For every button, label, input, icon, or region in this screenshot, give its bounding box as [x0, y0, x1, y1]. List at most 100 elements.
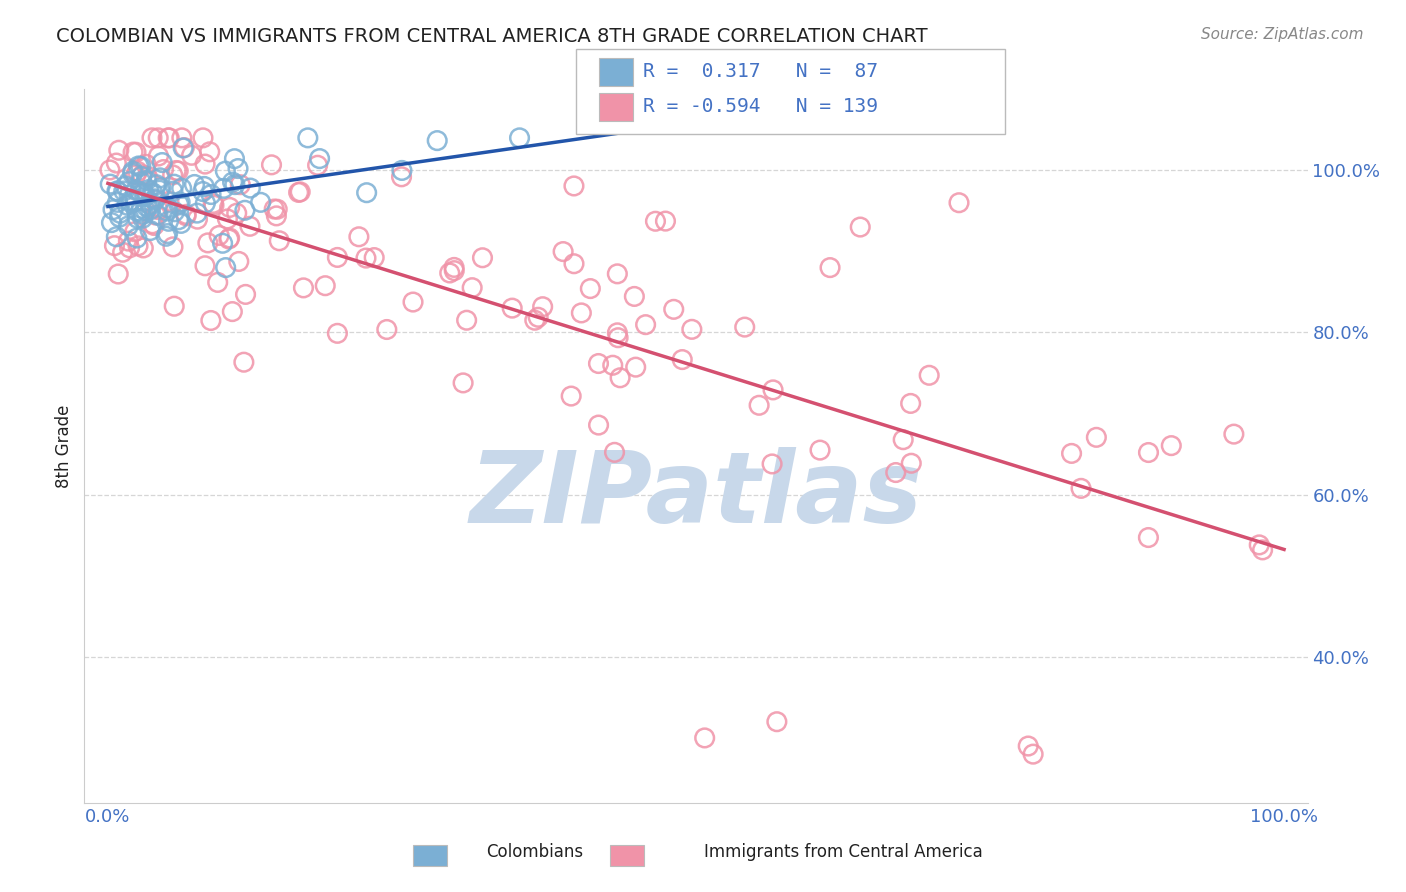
Point [208, 228, 231, 243]
Point [766, 714, 789, 729]
Point [523, 313, 546, 327]
Point [127, 211, 149, 226]
Point [900, 396, 922, 410]
Point [129, 205, 152, 219]
Point [131, 211, 153, 226]
Point [143, 193, 166, 207]
Point [127, 239, 149, 253]
Point [139, 223, 162, 237]
Point [734, 320, 756, 334]
Point [287, 186, 309, 200]
Point [748, 398, 770, 412]
Point [100, 216, 122, 230]
Point [761, 457, 783, 471]
Point [170, 131, 193, 145]
Point [167, 197, 190, 211]
Point [762, 383, 785, 397]
Point [149, 180, 172, 194]
Point [221, 304, 243, 318]
Point [194, 157, 217, 171]
Point [560, 389, 582, 403]
Point [249, 195, 271, 210]
Point [122, 145, 145, 160]
Point [375, 322, 398, 336]
Point [439, 266, 461, 280]
Point [169, 195, 191, 210]
Point [107, 267, 129, 281]
Point [121, 167, 143, 181]
Point [218, 231, 240, 245]
Point [136, 169, 159, 184]
Point [135, 157, 157, 171]
Point [603, 445, 626, 459]
Point [849, 220, 872, 235]
Point [122, 164, 145, 178]
Point [156, 201, 179, 215]
Point [120, 194, 142, 208]
Point [117, 234, 139, 248]
Point [217, 211, 239, 226]
Point [1017, 739, 1039, 753]
Point [456, 313, 478, 327]
Point [891, 433, 914, 447]
Point [139, 197, 162, 211]
Point [221, 175, 243, 189]
Point [129, 159, 152, 173]
Point [202, 196, 225, 211]
Point [155, 229, 177, 244]
Point [173, 140, 195, 154]
Point [461, 281, 484, 295]
Point [224, 152, 246, 166]
Point [326, 326, 349, 341]
Point [162, 240, 184, 254]
Point [167, 212, 190, 227]
Point [1137, 531, 1160, 545]
Text: R =  0.317   N =  87: R = 0.317 N = 87 [643, 62, 877, 81]
Point [634, 318, 657, 332]
Text: Immigrants from Central America: Immigrants from Central America [704, 843, 983, 861]
Point [193, 179, 215, 194]
Point [145, 178, 167, 192]
Point [146, 208, 169, 222]
Point [553, 244, 575, 259]
Point [363, 251, 385, 265]
Y-axis label: 8th Grade: 8th Grade [55, 404, 73, 488]
Point [135, 203, 157, 218]
Point [163, 204, 186, 219]
Point [654, 214, 676, 228]
Point [471, 251, 494, 265]
Point [105, 156, 128, 170]
Point [157, 214, 180, 228]
Point [263, 202, 285, 216]
Point [131, 169, 153, 184]
Text: Source: ZipAtlas.com: Source: ZipAtlas.com [1201, 27, 1364, 42]
Point [111, 245, 134, 260]
Point [1060, 446, 1083, 460]
Point [356, 186, 378, 200]
Point [183, 178, 205, 192]
Point [426, 134, 449, 148]
Point [588, 357, 610, 371]
Point [644, 214, 666, 228]
Point [148, 131, 170, 145]
Point [900, 456, 922, 470]
Point [607, 331, 630, 345]
Point [157, 194, 180, 209]
Point [141, 217, 163, 231]
Point [200, 313, 222, 327]
Point [162, 184, 184, 198]
Point [681, 322, 703, 336]
Point [588, 418, 610, 433]
Point [117, 219, 139, 233]
Point [224, 178, 246, 192]
Point [141, 131, 163, 145]
Point [129, 175, 152, 189]
Point [207, 276, 229, 290]
Point [239, 219, 262, 234]
Point [402, 295, 425, 310]
Point [662, 302, 685, 317]
Point [125, 145, 148, 160]
Point [148, 149, 170, 163]
Point [623, 289, 645, 303]
Point [229, 178, 252, 192]
